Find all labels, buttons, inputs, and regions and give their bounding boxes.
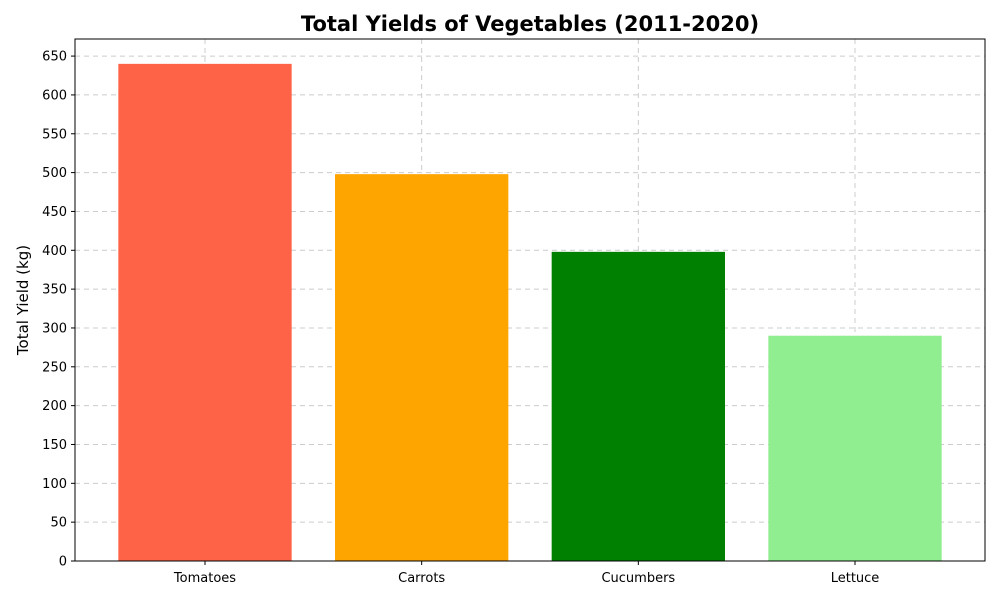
bar-cucumbers <box>551 251 725 561</box>
x-tick-label-lettuce: Lettuce <box>831 571 880 586</box>
y-tick-label: 0 <box>59 555 67 570</box>
bar-lettuce <box>768 335 942 561</box>
chart-title: Total Yields of Vegetables (2011-2020) <box>301 12 759 36</box>
y-tick-label: 450 <box>42 205 67 220</box>
y-tick-label: 50 <box>50 516 67 531</box>
x-tick-label-cucumbers: Cucumbers <box>601 571 675 586</box>
y-axis-label: Total Yield (kg) <box>14 245 32 356</box>
x-tick-layer: Tomatoes Carrots Cucumbers Lettuce <box>173 561 879 586</box>
y-tick-label: 550 <box>42 127 67 142</box>
y-tick-label: 100 <box>42 477 67 492</box>
y-tick-label: 200 <box>42 399 67 414</box>
bar-carrots <box>335 174 509 562</box>
bar-layer <box>118 63 942 562</box>
x-tick-label-tomatoes: Tomatoes <box>173 571 236 586</box>
y-tick-label: 300 <box>42 321 67 336</box>
y-tick-label: 350 <box>42 283 67 298</box>
x-tick-label-carrots: Carrots <box>398 571 445 586</box>
bar-tomatoes <box>118 63 292 561</box>
y-tick-layer: 0 50 100 150 200 250 300 350 400 450 500 550 600 650 <box>42 50 75 570</box>
y-tick-label: 400 <box>42 244 67 259</box>
y-tick-label: 250 <box>42 360 67 375</box>
plot-frame <box>74 38 986 562</box>
y-tick-label: 150 <box>42 438 67 453</box>
y-tick-label: 600 <box>42 88 67 103</box>
y-tick-label: 650 <box>42 50 67 65</box>
y-tick-label: 500 <box>42 166 67 181</box>
